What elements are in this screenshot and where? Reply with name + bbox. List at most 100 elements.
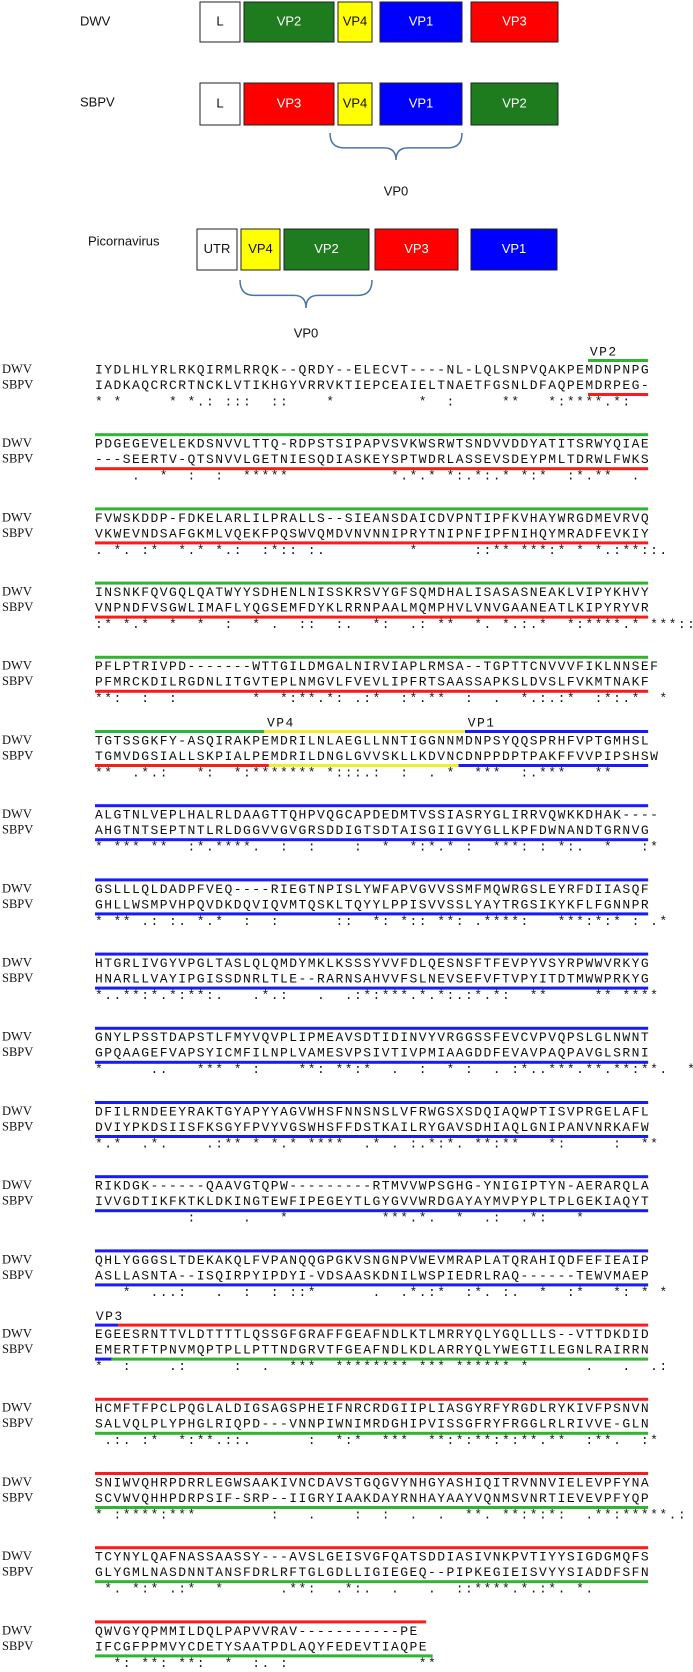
sequence-name: DWV [2, 436, 32, 450]
sequence: SNIWVQHRPDRRLEGWSAAKIVNCDAVSTGQGVYNHGYAS… [95, 1475, 650, 1490]
sequence: SCVWVQHHPDRPSIF-SRP--IIGRYIAAKDAYRNHAYAA… [95, 1491, 650, 1506]
sequence: FVWSKDDP-FDKELARLILPRALLS--SIEANSDAICDVP… [95, 511, 650, 526]
sequence: EMERTFTPNVMQPTPLLPTTNDGRVTFGEAFNDLKDLARR… [95, 1343, 650, 1358]
sequence-name: SBPV [2, 1045, 33, 1059]
consensus: *: **: **: * :. : ** [95, 1656, 437, 1667]
region-bar [95, 912, 649, 916]
region-bar [111, 1357, 649, 1361]
genome-segment [243, 82, 335, 126]
bracket [239, 279, 373, 309]
sequence-name: DWV [2, 659, 32, 673]
region-bar [95, 952, 649, 956]
sequence: EGEESRNTTVLDTTTTLQSSGFGRAFFGEAFNDLKTLMRR… [95, 1327, 650, 1342]
consensus: .:. :* *:**.::. : *:* *** **:*:**:*:**.*… [95, 1433, 659, 1448]
sequence: QWVGYQPMMILDQLPAPVVRAV-----------PE [95, 1624, 419, 1639]
sequence: TGTSSGKFY-ASQIRAKPEMDRILNLAEGLLNNTIGGNNM… [95, 733, 650, 748]
sequence-name: DWV [2, 584, 32, 598]
sequence-name: SBPV [2, 971, 33, 985]
consensus: **: : : * *:**.*: .:* :*.** : . *.:.:* :… [95, 691, 669, 706]
sequence: TGMVDGSIALLSKPIALPEMDRILDNGLGVVSKLLKDVNC… [95, 749, 659, 764]
segment-label: VP1 [409, 13, 434, 28]
consensus: :* *.* * * : * . :: :. *: .: ** *. *.:.*… [95, 617, 693, 632]
genome-name: SBPV [80, 94, 115, 109]
sequence-name: DWV [2, 510, 32, 524]
region-bar [95, 1546, 649, 1550]
sequence-name: DWV [2, 733, 32, 747]
consensus: *..**:*.*:**:. .*.: . .:*:***.*.*:.:*.*:… [95, 988, 659, 1003]
region-bar [95, 1472, 649, 1475]
genome-segment [243, 1, 335, 43]
sequence-name: DWV [2, 807, 32, 821]
segment-label: VP3 [502, 13, 527, 28]
sequence: SALVQLPLYPHGLRIQPD---VNNPIWNIMRDGHIPVISS… [95, 1417, 650, 1432]
segment-label: VP2 [277, 13, 302, 28]
sequence-name: SBPV [2, 1490, 33, 1504]
bracket-label: VP0 [294, 325, 319, 340]
sequence: HCMFTFPCLPQGLALDIGSAGSPHEIFNRCRDGIIPLIAS… [95, 1401, 650, 1416]
consensus: * : .: : . *** ******** *** ****** * . .… [95, 1359, 669, 1374]
region-bar [95, 730, 265, 733]
consensus: * *** ** :*.****. : : : * *:*.* : ***: :… [95, 840, 659, 855]
region-bar [264, 730, 465, 733]
sequence: ---SEERTV-QTSNVVLGETNIESQDIASKEYSPTWDRLA… [95, 452, 650, 467]
sequence-name: SBPV [2, 1119, 33, 1133]
sequence: DFILRNDEEYRAKTGYAPYYAGVWHSFNNSNSLVFRWGSX… [95, 1104, 650, 1119]
genome-name: DWV [80, 13, 111, 28]
segment-label: VP4 [343, 95, 368, 110]
genome-segment [379, 1, 463, 43]
genome-segment [283, 228, 370, 271]
genome-segment [199, 82, 241, 126]
consensus: . *. :* *.* *.: :*:: :. * ::** ***:* * *… [95, 543, 669, 558]
sequence-name: SBPV [2, 600, 33, 614]
region-label: VP3 [96, 1309, 124, 1324]
consensus: *.* .*. .:** * *.* **** .* . :.*:*. **:*… [95, 1136, 659, 1151]
sequence-name: SBPV [2, 1416, 33, 1430]
sequence: DVIYPKDSIISFKSGYFPVYVGSWHSFFDSTKAILRYGAV… [95, 1120, 650, 1135]
region-bar [95, 1397, 649, 1401]
sequence: VNPNDFVSGWLIMAFLYQGSEMFDYKLRRNPAALMQMPHV… [95, 601, 650, 616]
consensus: . * : : ***** *.*.* *:.*:.* *:* :*.** . [95, 469, 641, 484]
segment-label: VP1 [502, 241, 527, 256]
genome-segment [199, 1, 241, 43]
region-bar [95, 986, 649, 990]
region-bar [268, 764, 459, 767]
sequence-name: DWV [2, 1030, 32, 1044]
sequence: PFLPTRIVPD-------WTTGILDMGALNIRVIAPLRMSA… [95, 659, 659, 674]
region-bar [95, 1135, 649, 1138]
region-bar [95, 764, 269, 767]
sequence-name: SBPV [2, 452, 33, 466]
region-bar [95, 1060, 649, 1064]
sequence: HTGRLIVGYVPGLTASLQLQMDYMKLKSSSYVVFDLQESN… [95, 956, 650, 971]
sequence-name: SBPV [2, 1565, 33, 1579]
sequence: TCYNYLQAFNASSAASSY---AVSLGEISVGFQATSDDIA… [95, 1550, 650, 1565]
region-bar [95, 1506, 649, 1509]
region-bar [95, 1323, 119, 1327]
sequence-name: DWV [2, 1549, 32, 1563]
bracket [329, 132, 463, 161]
genome-segment [196, 228, 238, 271]
bracket-label: VP0 [384, 183, 409, 198]
region-bar [588, 393, 649, 396]
sequence: PFMRCKDILRGDNLITGVTEPLNMGVLFVEVLIPFRTSAA… [95, 675, 650, 690]
region-bar [95, 1026, 649, 1030]
region-bar [458, 764, 649, 767]
segment-label: UTR [204, 241, 231, 256]
sequence-name: SBPV [2, 1268, 33, 1282]
region-bar [95, 581, 649, 585]
sequence: IVVGDTIKFKTKLDKINGTEWFIPEGEYTLGYGVVWRDGA… [95, 1194, 650, 1209]
sequence: RIKDGK------QAAVGTQPW---------RTMVVWPSGH… [95, 1179, 650, 1194]
sequence: GHLLWSMPVHPQVDKDQVIQVMTQSKLTQYYLPPISVVSS… [95, 897, 650, 912]
consensus: * ** .: :. *.* : : :: *: *:: **: .****: … [95, 914, 669, 929]
sequence-name: DWV [2, 1252, 32, 1266]
sequence: INSNKFQVGQLQATWYYSDHENLNISSKRSVYGFSQMDHA… [95, 585, 650, 600]
genome-segment [337, 82, 373, 126]
region-bar [95, 878, 649, 882]
sequence: ASLLASNTA--ISQIRPYIPDYI-VDSAASKDNILWSPIE… [95, 1268, 650, 1283]
consensus: * .. *** * : **: **:* . : * : . :*..***.… [95, 1062, 693, 1077]
consensus: : . * ***.*. * .: .*: * [95, 1211, 585, 1226]
sequence-name: DWV [2, 1104, 32, 1118]
sequence-name: SBPV [2, 1342, 33, 1356]
consensus: * ...: . : : ::* . .*.:* :*. :. * :* *: … [95, 1285, 669, 1300]
